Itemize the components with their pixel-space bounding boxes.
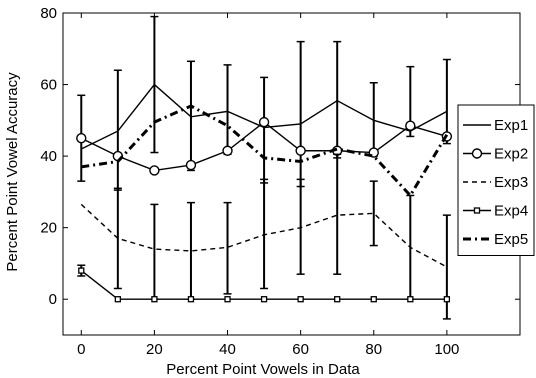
legend-label-Exp3: Exp3 bbox=[494, 174, 528, 191]
legend-box bbox=[457, 104, 535, 256]
x-tick-label-0: 0 bbox=[77, 341, 85, 358]
legend-label-Exp2: Exp2 bbox=[494, 146, 528, 163]
series-Exp5 bbox=[81, 104, 449, 198]
legend-marker-Exp4 bbox=[473, 207, 481, 214]
point-Exp2-2 bbox=[149, 165, 160, 176]
legend-marker-Exp2 bbox=[471, 148, 483, 159]
point-Exp4-4 bbox=[224, 296, 231, 303]
point-Exp4-6 bbox=[297, 296, 304, 303]
point-Exp2-4 bbox=[222, 145, 233, 156]
point-Exp2-3 bbox=[185, 159, 197, 171]
y-tick-label-20: 20 bbox=[40, 220, 57, 237]
point-Exp2-0 bbox=[76, 133, 87, 144]
point-Exp4-1 bbox=[114, 296, 121, 303]
y-tick-label-0: 0 bbox=[49, 291, 57, 308]
point-Exp2-9 bbox=[405, 120, 416, 131]
point-Exp4-0 bbox=[78, 267, 85, 274]
y-axis-label: Percent Point Vowel Accuracy bbox=[4, 72, 21, 272]
plot-area bbox=[62, 12, 521, 336]
plot-frame bbox=[62, 12, 521, 336]
y-axis: 0 20 40 60 80 bbox=[40, 5, 520, 308]
point-Exp4-7 bbox=[334, 296, 341, 303]
x-tick-label-80: 80 bbox=[365, 341, 382, 358]
point-Exp4-10 bbox=[443, 296, 451, 303]
series-line-Exp5 bbox=[81, 104, 449, 198]
x-tick-label-100: 100 bbox=[434, 341, 459, 358]
point-Exp4-9 bbox=[407, 296, 414, 303]
y-tick-label-80: 80 bbox=[40, 5, 57, 22]
legend-label-Exp5: Exp5 bbox=[494, 231, 528, 248]
point-Exp4-8 bbox=[370, 296, 377, 303]
y-tick-label-40: 40 bbox=[40, 148, 57, 165]
point-Exp2-6 bbox=[295, 145, 306, 156]
x-tick-label-60: 60 bbox=[292, 341, 309, 358]
legend-label-Exp4: Exp4 bbox=[494, 203, 528, 220]
x-tick-label-20: 20 bbox=[146, 341, 163, 358]
x-tick-label-40: 40 bbox=[219, 341, 236, 358]
legend: Exp1 Exp2 Exp3 Exp4 Exp5 bbox=[457, 104, 535, 256]
x-axis-label: Percent Point Vowels in Data bbox=[166, 361, 360, 378]
series-Exp4 bbox=[77, 264, 451, 303]
point-Exp4-2 bbox=[151, 296, 158, 303]
series-line-Exp3 bbox=[80, 203, 448, 268]
series-Exp3 bbox=[80, 153, 451, 320]
point-Exp2-5 bbox=[258, 116, 270, 128]
series-Exp2 bbox=[76, 15, 453, 191]
legend-label-Exp1: Exp1 bbox=[494, 117, 528, 134]
point-Exp4-3 bbox=[187, 296, 195, 303]
y-tick-label-60: 60 bbox=[40, 77, 57, 94]
x-axis: 0 20 40 60 80 100 bbox=[77, 13, 459, 358]
point-Exp4-5 bbox=[260, 296, 268, 303]
